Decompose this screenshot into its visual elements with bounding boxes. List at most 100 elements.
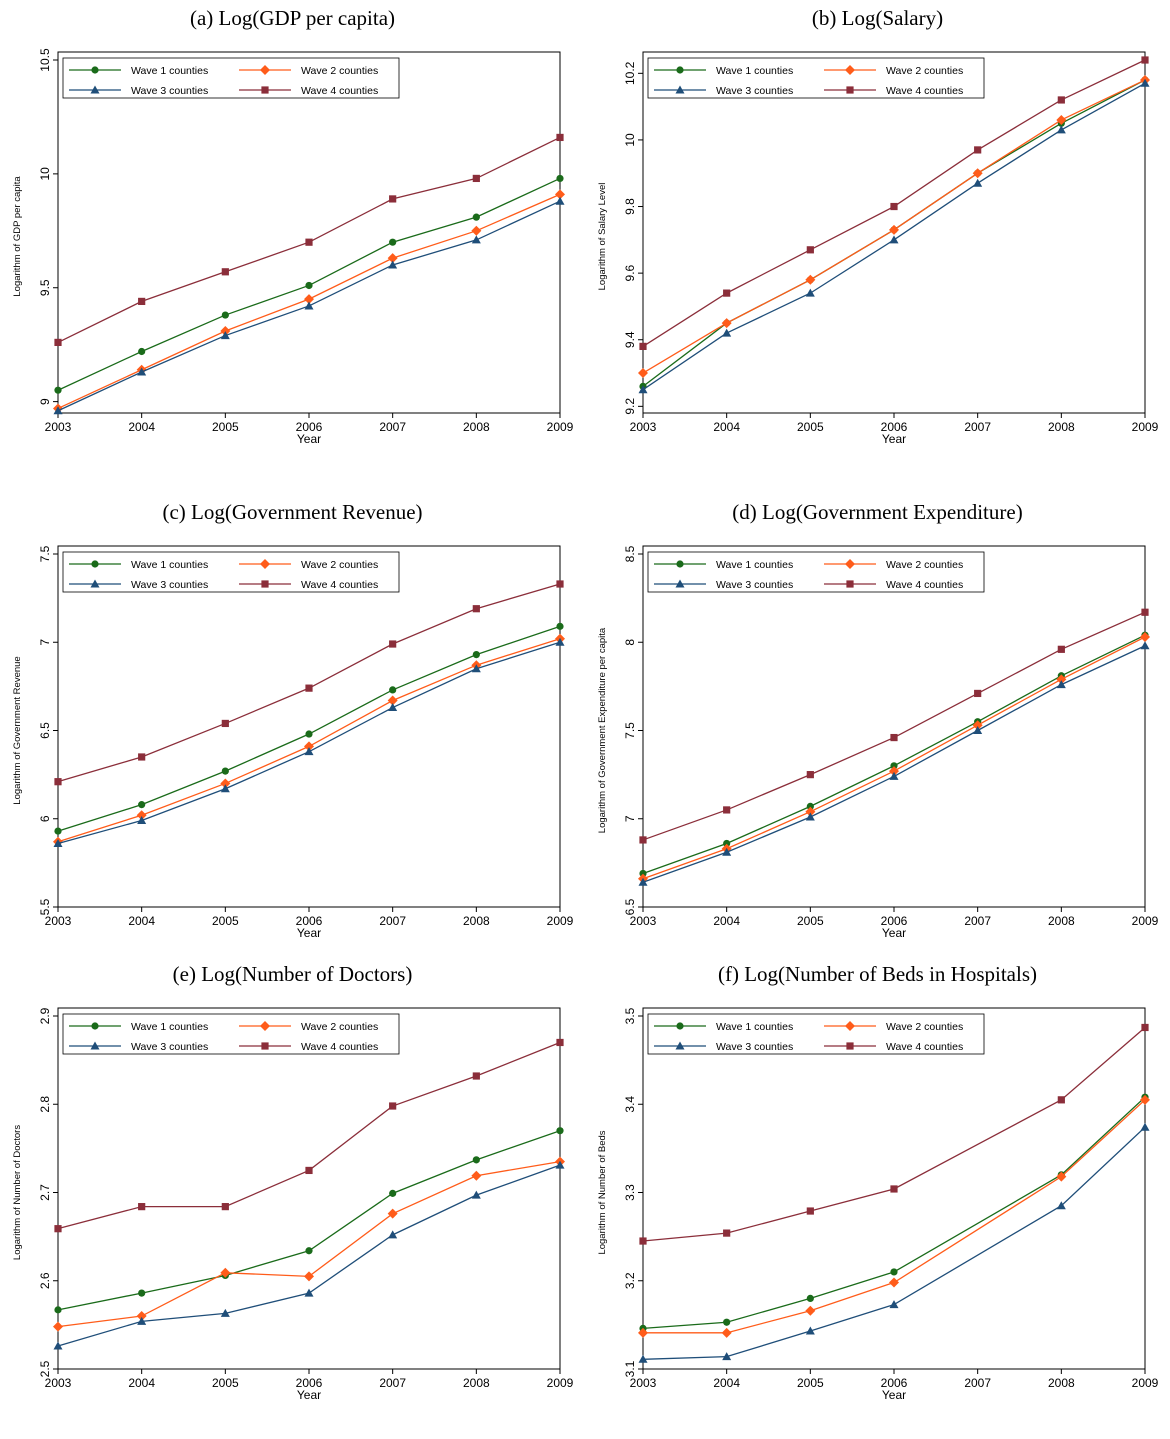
x-tick-label: 2008 [1048,1376,1075,1390]
x-tick-label: 2005 [212,1376,239,1390]
data-point [304,747,314,756]
chart-title: (f) Log(Number of Beds in Hospitals) [717,962,1038,986]
legend-label: Wave 3 counties [131,1041,208,1053]
data-point [805,1305,816,1316]
legend-swatch-marker [90,85,100,94]
chart-title: (c) Log(Government Revenue) [162,500,423,524]
data-point [722,1352,732,1361]
data-point [305,684,313,692]
legend-swatch-marker [261,580,269,588]
y-tick-label: 3.5 [623,1007,637,1024]
data-point [889,771,899,780]
data-point [556,622,564,630]
data-point [1140,1122,1150,1131]
y-tick-label: 8 [623,639,637,646]
series-4 [54,1038,564,1233]
chart-panel-a: (a) Log(GDP per capita) 9 9.5 10 10.5 2003 20… [0,0,585,480]
y-tick-label: 3.2 [623,1272,637,1289]
x-tick-label: 2009 [547,420,574,434]
data-point [723,1318,731,1326]
x-tick-label: 2003 [45,914,72,928]
series-line [57,1160,561,1328]
data-point [389,640,397,648]
data-point [220,1267,231,1278]
legend-label: Wave 4 counties [301,1041,378,1053]
legend-swatch-marker [91,560,99,568]
legend-label: Wave 2 counties [301,559,378,571]
data-point [890,202,898,211]
series-2 [53,189,565,414]
series-4 [54,133,564,346]
data-point [555,637,565,646]
data-point [305,238,313,246]
data-point [974,146,982,154]
plot-frame [57,1007,561,1370]
x-tick-label: 2008 [463,914,490,928]
y-tick-label: 9.4 [623,331,637,348]
series-3 [638,1122,1150,1363]
data-point [555,196,565,205]
x-axis-title: Year [882,926,906,940]
y-axis-title: Logarithm of Number of Beds [597,1130,608,1254]
chart-title: (d) Log(Government Expenditure) [732,500,1023,524]
series-line [642,636,1146,880]
data-point [220,784,230,793]
data-point [806,246,814,254]
data-point [472,213,480,221]
x-axis-title: Year [297,432,321,446]
series-line [642,1126,1146,1360]
series-3 [53,637,565,847]
data-point [806,802,814,810]
series-1 [54,622,564,835]
y-tick-label: 2.7 [38,1184,52,1201]
data-point [1141,1023,1149,1032]
data-point [389,195,397,203]
legend-swatch-marker [676,1022,684,1030]
x-tick-label: 2007 [379,914,406,928]
data-point [221,1203,229,1211]
data-point [638,385,648,394]
x-tick-label: 2005 [797,914,824,928]
x-tick-label: 2006 [296,914,323,928]
data-point [889,1300,899,1309]
y-tick-label: 2.8 [38,1096,52,1113]
chart-svg: 6.5 7 7.5 8 8.5 2003 2004 2005 2006 2007 2008 2009 Y… [597,545,1159,940]
data-point [472,605,480,613]
data-point [1056,1201,1066,1210]
x-tick-label: 2009 [547,1376,574,1390]
y-tick-label: 2.9 [38,1007,52,1024]
plot-frame [57,545,561,908]
y-tick-label: 9.5 [38,279,52,296]
series-2 [638,1094,1150,1338]
data-point [471,664,481,673]
chart-panel-e: (e) Log(Number of Doctors) 2.5 2.6 2.7 2.8 2… [0,956,585,1436]
data-point [1056,125,1066,134]
y-tick-label: 6 [38,815,52,822]
data-point [388,260,398,269]
data-point [889,224,899,235]
chart-svg: 9.2 9.4 9.6 9.8 10 10.2 2003 2004 2005 2006 2007 20… [597,51,1159,446]
chart-panel-d: (d) Log(Government Expenditure) 6.5 7 7.5 8… [585,494,1170,974]
data-point [889,766,899,777]
legend-label: Wave 1 counties [716,65,793,77]
series-1 [54,174,564,394]
y-tick-label: 6.5 [38,722,52,739]
data-point [137,816,147,825]
x-axis-title: Year [297,1388,321,1402]
x-tick-label: 2003 [630,420,657,434]
x-tick-label: 2009 [1132,420,1159,434]
data-point [805,806,816,817]
data-point [1140,631,1150,642]
series-3 [53,196,565,415]
legend-box [62,1013,400,1055]
data-point [54,1306,62,1314]
y-tick-label: 2.5 [38,1360,52,1377]
x-tick-label: 2007 [379,1376,406,1390]
series-1 [639,1093,1149,1333]
chart-svg: 5.5 6 6.5 7 7.5 2003 2004 2005 2006 2007 2008 2009 Y… [12,545,574,940]
x-tick-label: 2008 [1048,420,1075,434]
legend-label: Wave 1 counties [131,559,208,571]
data-point [136,1311,147,1322]
legend-label: Wave 3 counties [716,1041,793,1053]
data-point [890,762,898,770]
